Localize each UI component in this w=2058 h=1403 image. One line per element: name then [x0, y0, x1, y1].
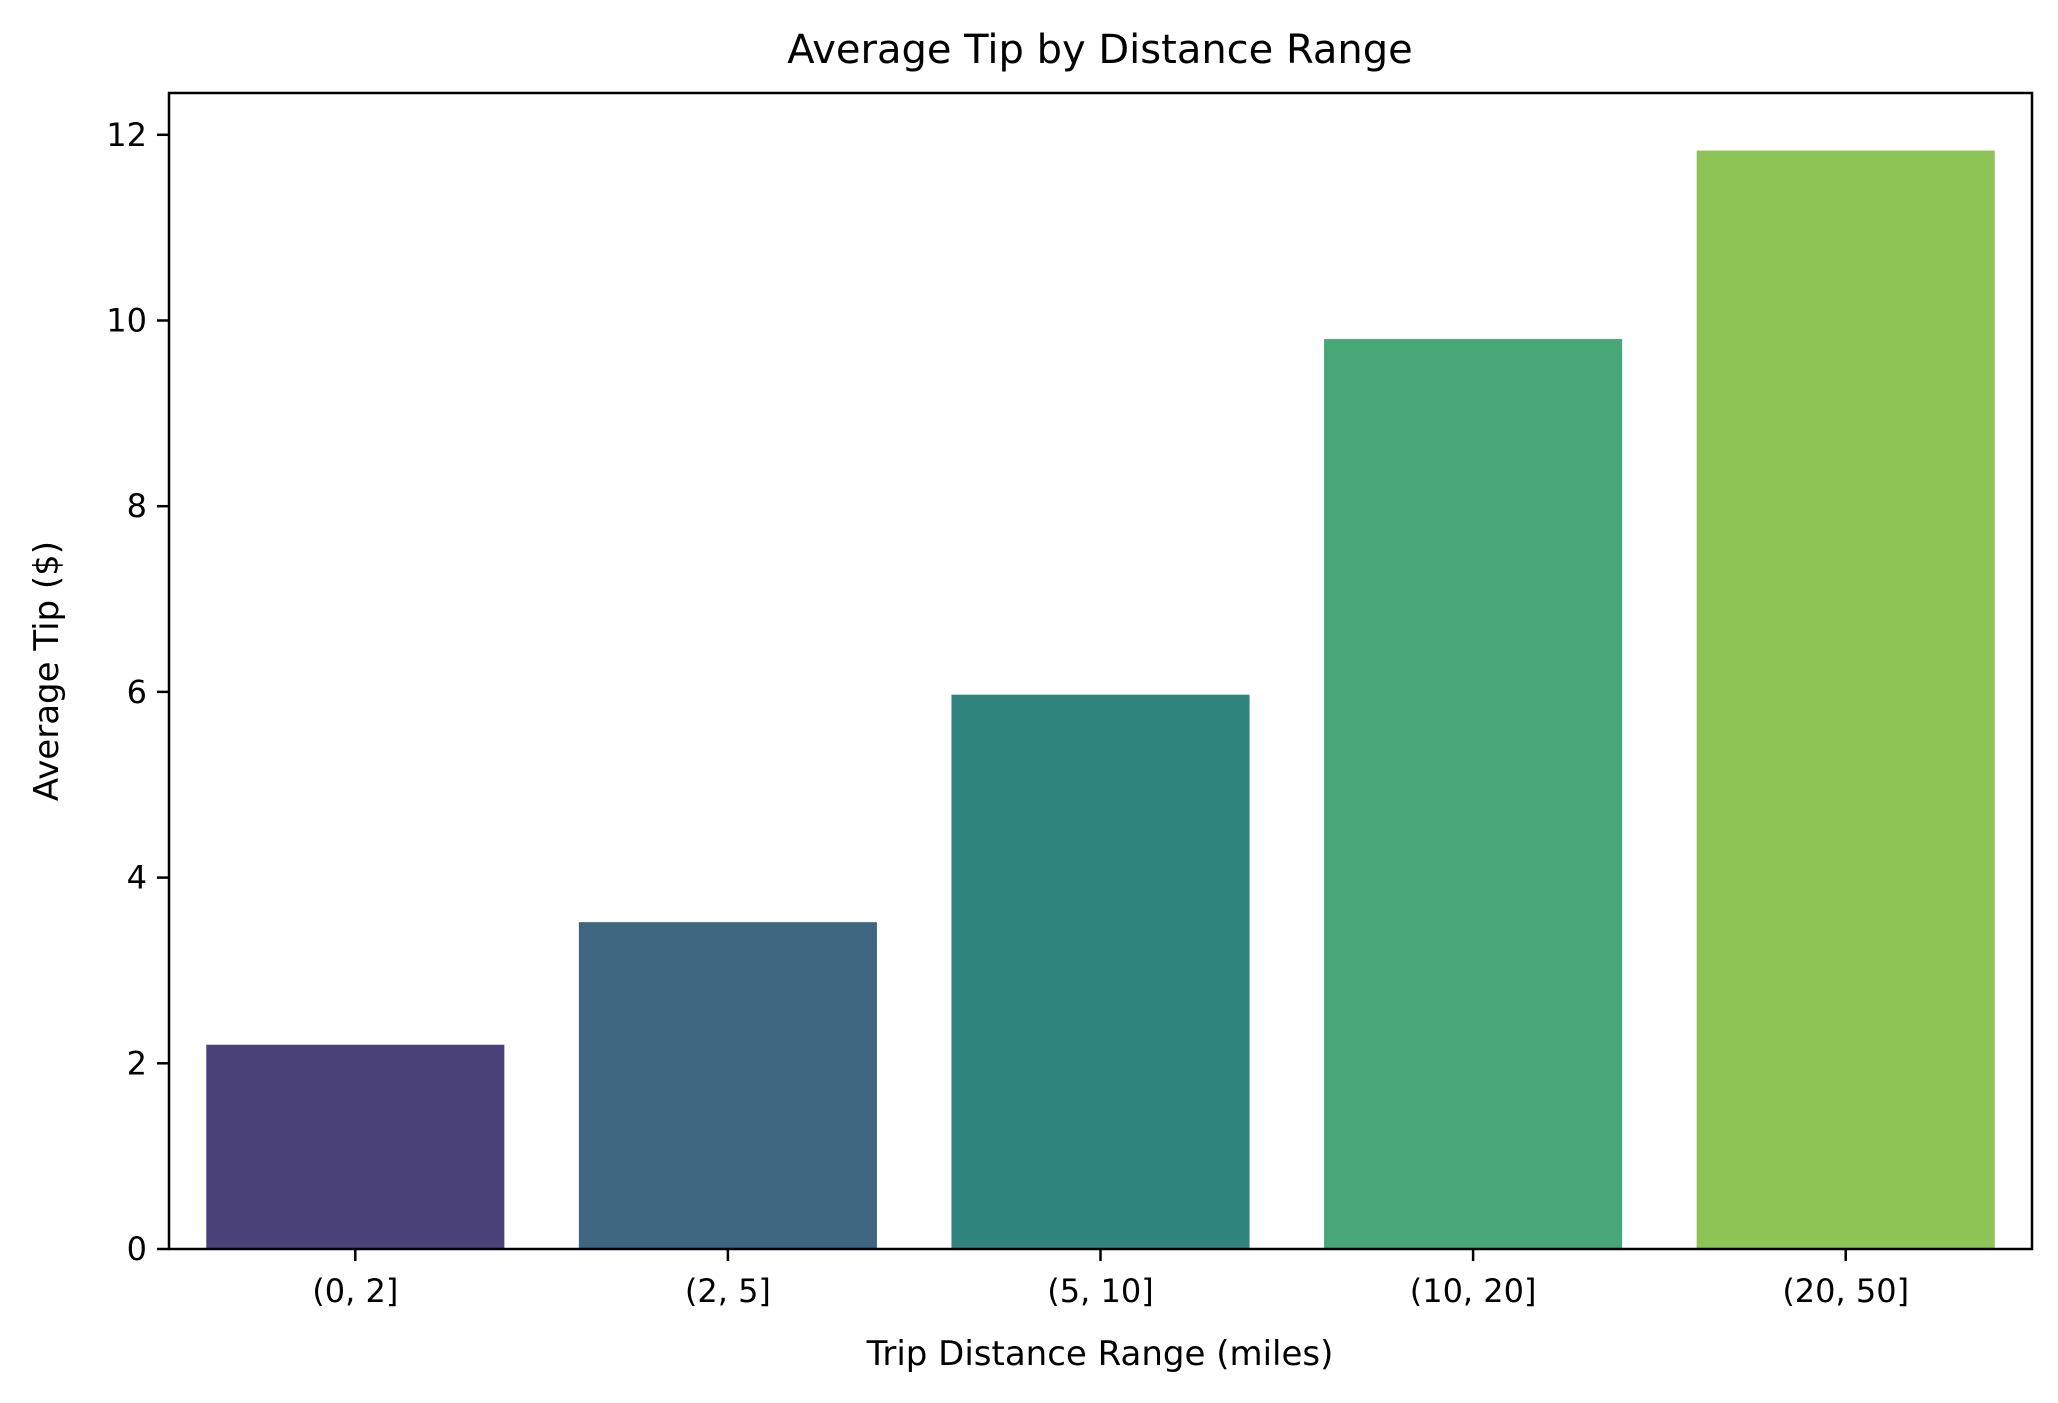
x-axis: (0, 2] (2, 5] (5, 10] (10, 20] (20, 50] [312, 1249, 1909, 1310]
bar-4 [1696, 150, 1995, 1249]
y-tick-label-5: 10 [106, 301, 147, 339]
bar-2 [951, 694, 1250, 1249]
plot-frame [167, 91, 2034, 1251]
y-tick-label-2: 4 [127, 859, 147, 897]
y-tick-label-0: 0 [127, 1230, 147, 1268]
x-tick-label-4: (20, 50] [1782, 1272, 1909, 1310]
chart-title: Average Tip by Distance Range [787, 27, 1413, 73]
y-tick-label-6: 12 [106, 116, 147, 154]
y-axis-label: Average Tip ($) [27, 541, 67, 801]
y-tick-label-1: 2 [127, 1044, 147, 1082]
y-tick-label-3: 6 [127, 673, 147, 711]
x-tick-label-0: (0, 2] [312, 1272, 398, 1310]
bar-1 [578, 922, 877, 1249]
x-axis-label: Trip Distance Range (miles) [866, 1334, 1334, 1374]
y-tick-label-4: 8 [127, 487, 147, 525]
x-tick-label-1: (2, 5] [685, 1272, 771, 1310]
bar-3 [1324, 339, 1623, 1249]
x-tick-label-3: (10, 20] [1410, 1272, 1537, 1310]
x-tick-label-2: (5, 10] [1047, 1272, 1153, 1310]
bars-group [206, 150, 1995, 1249]
y-axis: 0 2 4 6 8 10 12 [106, 116, 169, 1268]
bar-0 [206, 1044, 505, 1249]
